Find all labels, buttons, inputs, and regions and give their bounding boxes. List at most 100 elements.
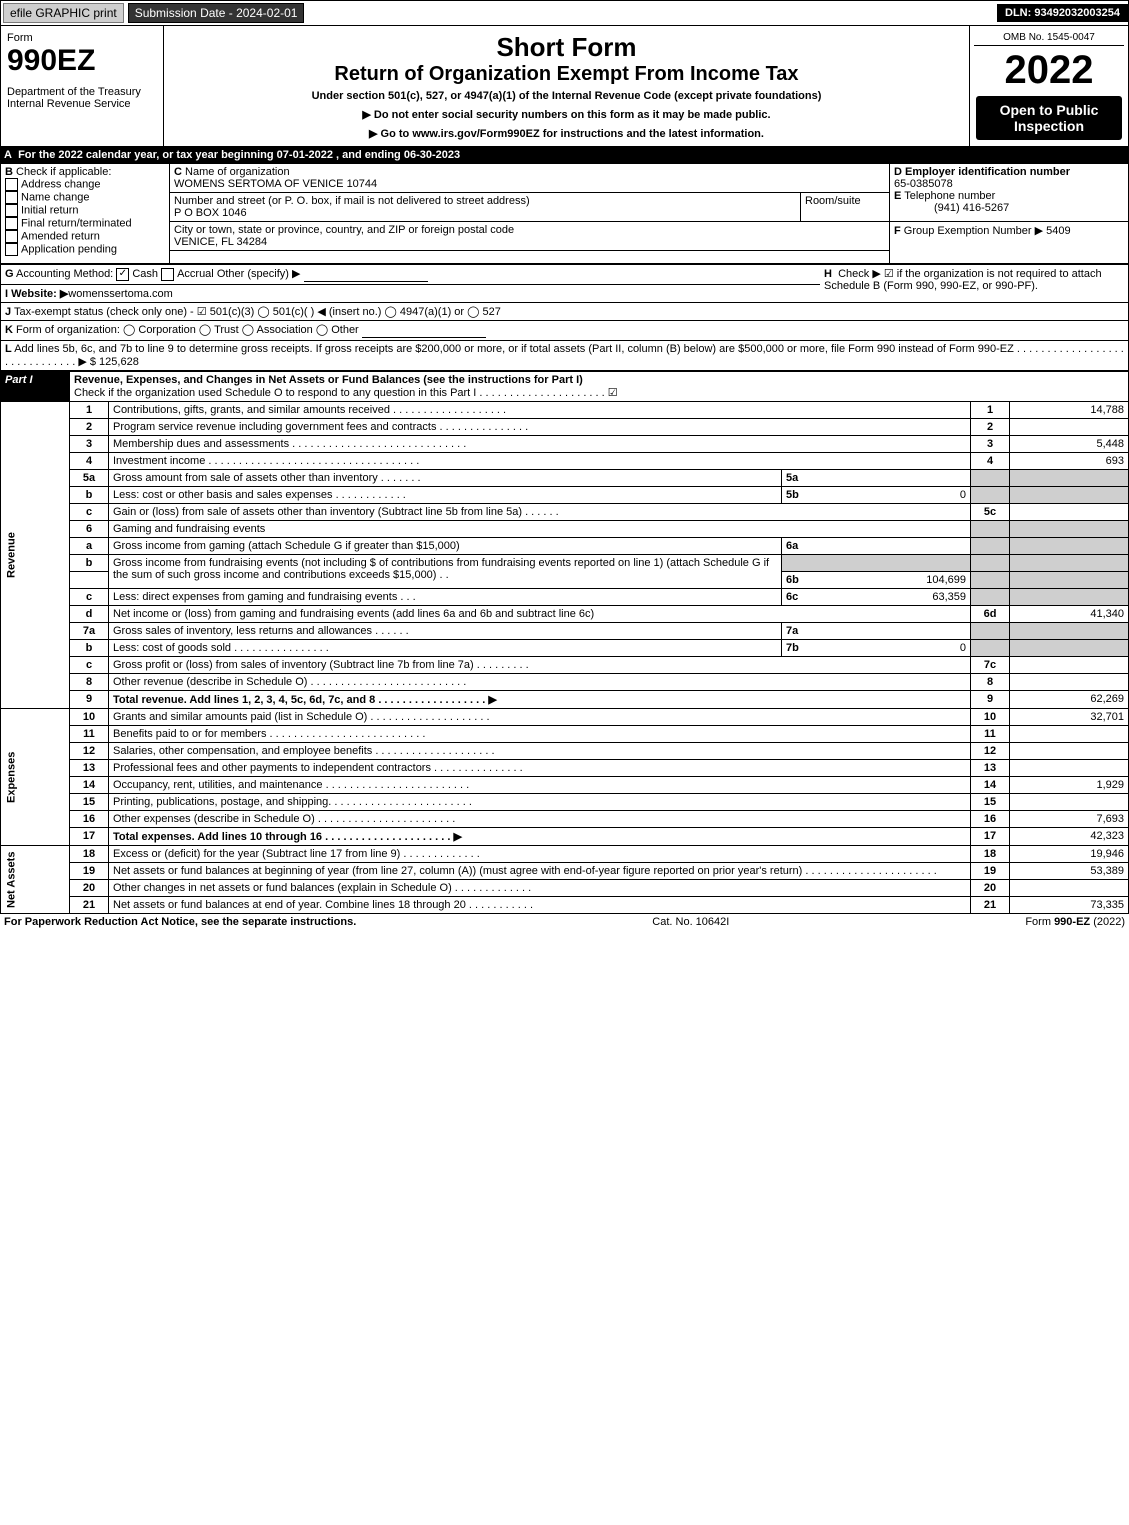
h-txt: Check ▶ ☑ if the organization is not req… <box>824 268 1102 292</box>
line17-amt: 42,323 <box>1010 828 1129 846</box>
l-val: 125,628 <box>99 356 139 368</box>
line21: Net assets or fund balances at end of ye… <box>109 897 971 914</box>
b-opt3[interactable]: Initial return <box>21 204 78 216</box>
line14-amt: 1,929 <box>1010 777 1129 794</box>
line6b: Gross income from fundraising events (no… <box>109 555 782 589</box>
short-form: Short Form <box>170 32 963 63</box>
b-opt1[interactable]: Address change <box>21 178 101 190</box>
line6d: Net income or (loss) from gaming and fun… <box>109 606 971 623</box>
revenue-side: Revenue <box>1 402 70 709</box>
info-block: B Check if applicable: Address change Na… <box>0 163 1129 264</box>
line3: Membership dues and assessments . . . . … <box>109 436 971 453</box>
b-opt5[interactable]: Amended return <box>21 230 100 242</box>
line7b: Less: cost of goods sold . . . . . . . .… <box>109 640 782 657</box>
line7b-sub: 0 <box>960 642 966 654</box>
parti-title: Revenue, Expenses, and Changes in Net As… <box>74 374 583 386</box>
line5c: Gain or (loss) from sale of assets other… <box>109 504 971 521</box>
footer-right: Form 990-EZ (2022) <box>1025 916 1125 928</box>
city: VENICE, FL 34284 <box>174 236 267 248</box>
parti-lbl: Part I <box>1 372 70 402</box>
line10-amt: 32,701 <box>1010 709 1129 726</box>
line13-amt <box>1010 760 1129 777</box>
c-name-lbl: Name of organization <box>185 166 290 178</box>
city-lbl: City or town, state or province, country… <box>174 224 514 236</box>
website[interactable]: womenssertoma.com <box>68 288 173 300</box>
line6c: Less: direct expenses from gaming and fu… <box>109 589 782 606</box>
line21-amt: 73,335 <box>1010 897 1129 914</box>
ein: 65-0385078 <box>894 178 953 190</box>
form-header: Form 990EZ Department of the Treasury In… <box>0 26 1129 147</box>
line19: Net assets or fund balances at beginning… <box>109 863 971 880</box>
footer: For Paperwork Reduction Act Notice, see … <box>0 914 1129 930</box>
line6a: Gross income from gaming (attach Schedul… <box>109 538 782 555</box>
parti-check: Check if the organization used Schedule … <box>74 387 618 399</box>
k-txt: Form of organization: ◯ Corporation ◯ Tr… <box>16 324 359 336</box>
phone: (941) 416-5267 <box>894 202 1009 214</box>
k-other-input[interactable] <box>362 323 486 338</box>
g-cash[interactable]: Cash <box>132 268 158 280</box>
line9-amt: 62,269 <box>1010 691 1129 709</box>
form-label: Form <box>7 32 157 44</box>
line5b: Less: cost or other basis and sales expe… <box>109 487 782 504</box>
line16: Other expenses (describe in Schedule O) … <box>109 811 971 828</box>
g-other-input[interactable] <box>304 267 428 282</box>
line10: Grants and similar amounts paid (list in… <box>109 709 971 726</box>
line12: Salaries, other compensation, and employ… <box>109 743 971 760</box>
submission-btn[interactable]: Submission Date - 2024-02-01 <box>128 3 305 23</box>
line16-amt: 7,693 <box>1010 811 1129 828</box>
dept: Department of the Treasury Internal Reve… <box>7 86 157 110</box>
b-opt2[interactable]: Name change <box>21 191 90 203</box>
line4-amt: 693 <box>1010 453 1129 470</box>
footer-center: Cat. No. 10642I <box>652 916 729 928</box>
line7c: Gross profit or (loss) from sales of inv… <box>109 657 971 674</box>
line4: Investment income . . . . . . . . . . . … <box>109 453 971 470</box>
warn: ▶ Do not enter social security numbers o… <box>170 108 963 121</box>
year: 2022 <box>974 48 1124 93</box>
line7a: Gross sales of inventory, less returns a… <box>109 623 782 640</box>
line20: Other changes in net assets or fund bala… <box>109 880 971 897</box>
line18-amt: 19,946 <box>1010 846 1129 863</box>
g-other[interactable]: Other (specify) ▶ <box>217 268 301 280</box>
line20-amt <box>1010 880 1129 897</box>
b-opt4[interactable]: Final return/terminated <box>21 217 132 229</box>
top-bar: efile GRAPHIC print Submission Date - 20… <box>0 0 1129 26</box>
line11-amt <box>1010 726 1129 743</box>
netassets-side: Net Assets <box>1 846 70 914</box>
line13: Professional fees and other payments to … <box>109 760 971 777</box>
line5c-amt <box>1010 504 1129 521</box>
line18: Excess or (deficit) for the year (Subtra… <box>109 846 971 863</box>
line2-amt <box>1010 419 1129 436</box>
i-lbl: Website: ▶ <box>11 288 68 300</box>
line6c-sub: 63,359 <box>932 591 966 603</box>
footer-left: For Paperwork Reduction Act Notice, see … <box>4 916 356 928</box>
addr: P O BOX 1046 <box>174 207 247 219</box>
public-badge: Open to Public Inspection <box>976 96 1122 140</box>
b-opt6[interactable]: Application pending <box>21 243 117 255</box>
ghij-block: G Accounting Method: ✓Cash Accrual Other… <box>0 264 1129 371</box>
addr-lbl: Number and street (or P. O. box, if mail… <box>174 195 530 207</box>
part-i-table: Part I Revenue, Expenses, and Changes in … <box>0 371 1129 914</box>
org-name: WOMENS SERTOMA OF VENICE 10744 <box>174 178 377 190</box>
g-accrual[interactable]: Accrual <box>177 268 214 280</box>
line8: Other revenue (describe in Schedule O) .… <box>109 674 971 691</box>
line5b-sub: 0 <box>960 489 966 501</box>
f-val: ▶ 5409 <box>1035 225 1071 237</box>
goto: ▶ Go to www.irs.gov/Form990EZ for instru… <box>170 127 963 140</box>
line6: Gaming and fundraising events <box>109 521 971 538</box>
row-a: A For the 2022 calendar year, or tax yea… <box>0 147 1129 163</box>
title: Return of Organization Exempt From Incom… <box>170 63 963 86</box>
line15: Printing, publications, postage, and shi… <box>109 794 971 811</box>
omb: OMB No. 1545-0047 <box>974 30 1124 46</box>
l-txt: Add lines 5b, 6c, and 7b to line 9 to de… <box>5 343 1124 368</box>
line3-amt: 5,448 <box>1010 436 1129 453</box>
efile-btn[interactable]: efile GRAPHIC print <box>3 3 124 23</box>
line19-amt: 53,389 <box>1010 863 1129 880</box>
dln: DLN: 93492032003254 <box>997 4 1128 22</box>
j-txt: Tax-exempt status (check only one) - ☑ 5… <box>14 306 501 318</box>
line6b-sub: 104,699 <box>926 574 966 586</box>
line11: Benefits paid to or for members . . . . … <box>109 726 971 743</box>
line15-amt <box>1010 794 1129 811</box>
g-lbl: Accounting Method: <box>16 268 113 280</box>
line14: Occupancy, rent, utilities, and maintena… <box>109 777 971 794</box>
b-label: Check if applicable: <box>16 166 111 178</box>
